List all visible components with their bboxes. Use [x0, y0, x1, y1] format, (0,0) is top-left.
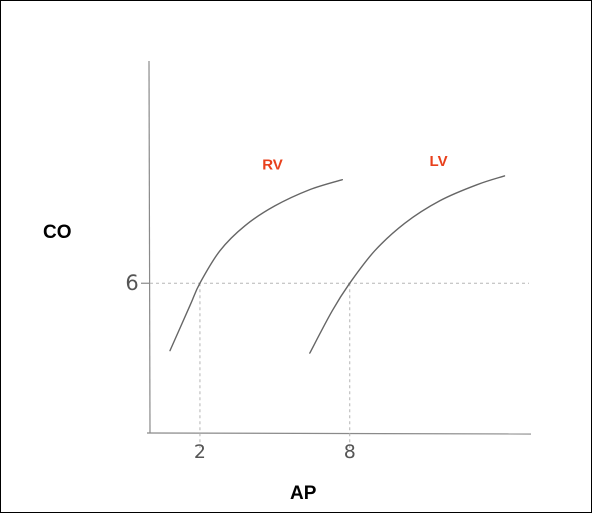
y-axis [148, 60, 151, 434]
series-label-rv: RV [262, 157, 283, 174]
curve-rv [169, 179, 343, 352]
curve-lv [309, 175, 506, 354]
curves [169, 175, 506, 354]
series-labels: RV LV [262, 153, 447, 174]
reference-lines [141, 282, 529, 448]
series-label-lv: LV [430, 153, 448, 170]
tick-labels: 2 8 6 [125, 271, 355, 463]
y-tick-label-6: 6 [125, 271, 138, 295]
x-axis-label: AP [290, 483, 317, 504]
x-tick-label-8: 8 [344, 441, 356, 463]
x-tick-label-2: 2 [194, 441, 206, 463]
y-axis-label: CO [43, 222, 72, 243]
x-axis [146, 432, 532, 435]
